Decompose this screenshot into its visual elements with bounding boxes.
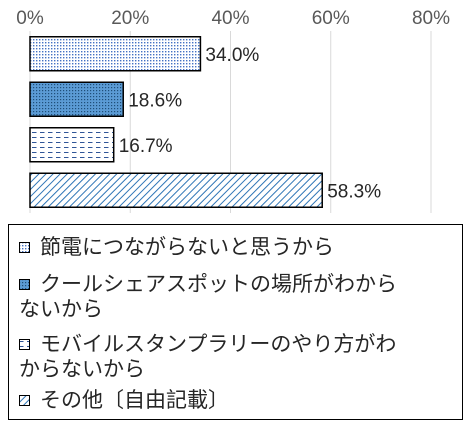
x-tick-label: 0% [16,8,44,29]
chart-legend: 節電につながらないと思うから クールシェアスポットの場所がわから ないから モバイルス… [8,224,463,420]
data-label: 34.0% [205,45,259,66]
legend-swatch [19,279,30,290]
legend-label-line: その他〔自由記載〕 [40,388,229,412]
x-tick-label: 20% [111,8,149,29]
bar [29,81,124,117]
bar-chart: 0% 20% 40% 60% 80% 34.0% 18.6% 16.7% 58.3% [16,8,450,213]
x-tick-label: 40% [211,8,249,29]
legend-label-line: モバイルスタンプラリーのやり方がわ [40,332,397,356]
data-label: 58.3% [327,181,381,202]
legend-swatch [19,395,30,406]
legend-label: その他〔自由記載〕 [40,388,229,413]
bar [29,172,323,208]
data-label: 18.6% [128,90,182,111]
data-label: 16.7% [119,136,173,157]
legend-label-line: からないから [19,357,145,381]
legend-label: クールシェアスポットの場所がわから ないから [19,272,397,322]
legend-label-line: ないから [19,297,103,321]
legend-label-line: クールシェアスポットの場所がわから [40,272,397,296]
legend-swatch [19,242,30,253]
bar [29,127,115,163]
x-tick-label: 80% [412,8,450,29]
legend-label: 節電につながらないと思うから [40,235,334,260]
legend-swatch [19,339,30,350]
bar [29,36,202,72]
legend-label-line: 節電につながらないと思うから [40,235,334,259]
legend-label: モバイルスタンプラリーのやり方がわ からないから [19,332,397,382]
x-tick-label: 60% [312,8,350,29]
